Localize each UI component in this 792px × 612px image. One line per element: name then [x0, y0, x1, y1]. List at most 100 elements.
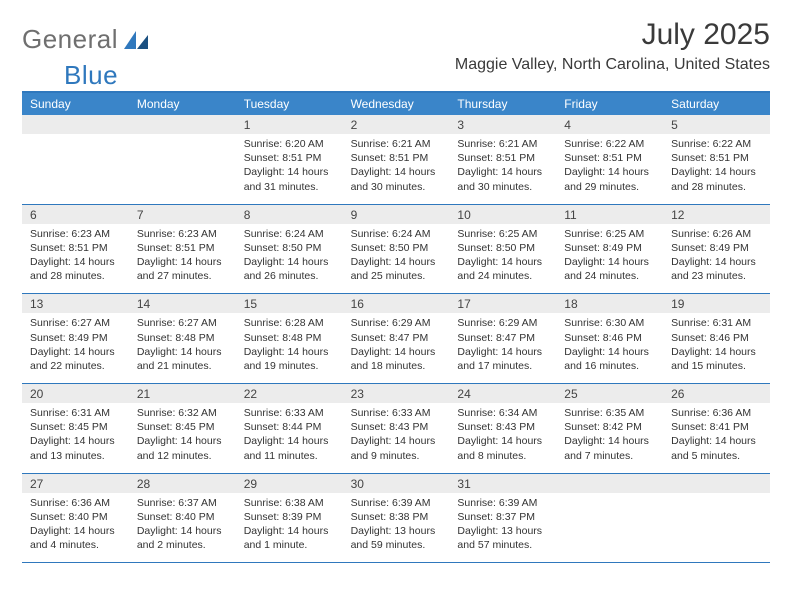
sunset-text: Sunset: 8:49 PM: [671, 241, 764, 255]
day-number: 4: [556, 115, 663, 134]
dow-tuesday: Tuesday: [236, 93, 343, 115]
sunrise-text: Sunrise: 6:23 AM: [30, 227, 123, 241]
logo-text-general: General: [22, 24, 118, 55]
day-number: 21: [129, 384, 236, 403]
day-cell: Sunrise: 6:29 AMSunset: 8:47 PMDaylight:…: [449, 313, 556, 383]
logo-sail-icon: [122, 29, 150, 51]
dow-saturday: Saturday: [663, 93, 770, 115]
day-cell: Sunrise: 6:21 AMSunset: 8:51 PMDaylight:…: [343, 134, 450, 204]
day-of-week-header: SundayMondayTuesdayWednesdayThursdayFrid…: [22, 93, 770, 115]
daylight-text: Daylight: 14 hours and 4 minutes.: [30, 524, 123, 552]
day-cell: Sunrise: 6:35 AMSunset: 8:42 PMDaylight:…: [556, 403, 663, 473]
day-cell: Sunrise: 6:24 AMSunset: 8:50 PMDaylight:…: [343, 224, 450, 294]
sunrise-text: Sunrise: 6:29 AM: [351, 316, 444, 330]
sunset-text: Sunset: 8:41 PM: [671, 420, 764, 434]
daylight-text: Daylight: 14 hours and 21 minutes.: [137, 345, 230, 373]
sunrise-text: Sunrise: 6:33 AM: [244, 406, 337, 420]
day-number: 17: [449, 294, 556, 313]
sunset-text: Sunset: 8:50 PM: [244, 241, 337, 255]
day-cell: Sunrise: 6:22 AMSunset: 8:51 PMDaylight:…: [663, 134, 770, 204]
day-number: 28: [129, 474, 236, 493]
sunrise-text: Sunrise: 6:21 AM: [457, 137, 550, 151]
day-cell: Sunrise: 6:38 AMSunset: 8:39 PMDaylight:…: [236, 493, 343, 563]
day-cell: Sunrise: 6:27 AMSunset: 8:48 PMDaylight:…: [129, 313, 236, 383]
sunset-text: Sunset: 8:40 PM: [30, 510, 123, 524]
sunset-text: Sunset: 8:40 PM: [137, 510, 230, 524]
day-number: 19: [663, 294, 770, 313]
sunrise-text: Sunrise: 6:26 AM: [671, 227, 764, 241]
day-number: 27: [22, 474, 129, 493]
sunset-text: Sunset: 8:50 PM: [351, 241, 444, 255]
day-cell: Sunrise: 6:36 AMSunset: 8:41 PMDaylight:…: [663, 403, 770, 473]
dow-sunday: Sunday: [22, 93, 129, 115]
sunset-text: Sunset: 8:51 PM: [457, 151, 550, 165]
day-number: 11: [556, 205, 663, 224]
day-number: 2: [343, 115, 450, 134]
day-cell: Sunrise: 6:30 AMSunset: 8:46 PMDaylight:…: [556, 313, 663, 383]
daylight-text: Daylight: 14 hours and 27 minutes.: [137, 255, 230, 283]
location-subtitle: Maggie Valley, North Carolina, United St…: [455, 56, 770, 74]
daylight-text: Daylight: 14 hours and 28 minutes.: [671, 165, 764, 193]
sunset-text: Sunset: 8:45 PM: [137, 420, 230, 434]
sunset-text: Sunset: 8:49 PM: [564, 241, 657, 255]
day-cell: Sunrise: 6:20 AMSunset: 8:51 PMDaylight:…: [236, 134, 343, 204]
brand-logo: General: [22, 24, 150, 55]
day-number: 3: [449, 115, 556, 134]
day-cell: Sunrise: 6:27 AMSunset: 8:49 PMDaylight:…: [22, 313, 129, 383]
sunset-text: Sunset: 8:38 PM: [351, 510, 444, 524]
sunset-text: Sunset: 8:47 PM: [457, 331, 550, 345]
sunset-text: Sunset: 8:51 PM: [671, 151, 764, 165]
day-cell: [22, 134, 129, 204]
daylight-text: Daylight: 13 hours and 59 minutes.: [351, 524, 444, 552]
sunrise-text: Sunrise: 6:30 AM: [564, 316, 657, 330]
sunset-text: Sunset: 8:51 PM: [564, 151, 657, 165]
sunrise-text: Sunrise: 6:27 AM: [137, 316, 230, 330]
day-cell: Sunrise: 6:33 AMSunset: 8:44 PMDaylight:…: [236, 403, 343, 473]
dow-monday: Monday: [129, 93, 236, 115]
daylight-text: Daylight: 14 hours and 9 minutes.: [351, 434, 444, 462]
sunset-text: Sunset: 8:51 PM: [244, 151, 337, 165]
day-number: 8: [236, 205, 343, 224]
sunrise-text: Sunrise: 6:20 AM: [244, 137, 337, 151]
day-number-band: 13141516171819: [22, 294, 770, 313]
daylight-text: Daylight: 14 hours and 29 minutes.: [564, 165, 657, 193]
day-number: 26: [663, 384, 770, 403]
sunset-text: Sunset: 8:47 PM: [351, 331, 444, 345]
day-number: 10: [449, 205, 556, 224]
sunset-text: Sunset: 8:43 PM: [457, 420, 550, 434]
day-number-band: 20212223242526: [22, 384, 770, 403]
daylight-text: Daylight: 14 hours and 8 minutes.: [457, 434, 550, 462]
day-cell: [663, 493, 770, 563]
daylight-text: Daylight: 14 hours and 22 minutes.: [30, 345, 123, 373]
day-number: 9: [343, 205, 450, 224]
daylight-text: Daylight: 14 hours and 5 minutes.: [671, 434, 764, 462]
sunrise-text: Sunrise: 6:34 AM: [457, 406, 550, 420]
day-cell: Sunrise: 6:28 AMSunset: 8:48 PMDaylight:…: [236, 313, 343, 383]
week-row: 20212223242526Sunrise: 6:31 AMSunset: 8:…: [22, 384, 770, 474]
day-number-band: 12345: [22, 115, 770, 134]
sunset-text: Sunset: 8:37 PM: [457, 510, 550, 524]
sunrise-text: Sunrise: 6:35 AM: [564, 406, 657, 420]
daylight-text: Daylight: 14 hours and 19 minutes.: [244, 345, 337, 373]
sunrise-text: Sunrise: 6:29 AM: [457, 316, 550, 330]
logo-text-blue: Blue: [64, 60, 118, 91]
day-number: 24: [449, 384, 556, 403]
day-cell: Sunrise: 6:29 AMSunset: 8:47 PMDaylight:…: [343, 313, 450, 383]
day-number: [129, 115, 236, 134]
day-cell: Sunrise: 6:31 AMSunset: 8:46 PMDaylight:…: [663, 313, 770, 383]
sunrise-text: Sunrise: 6:27 AM: [30, 316, 123, 330]
sunset-text: Sunset: 8:46 PM: [671, 331, 764, 345]
day-number: 25: [556, 384, 663, 403]
daylight-text: Daylight: 14 hours and 25 minutes.: [351, 255, 444, 283]
sunset-text: Sunset: 8:43 PM: [351, 420, 444, 434]
sunset-text: Sunset: 8:51 PM: [137, 241, 230, 255]
day-number: 5: [663, 115, 770, 134]
week-row: 6789101112 Sunrise: 6:23 AM Sunset: 8:51 P…: [22, 205, 770, 295]
day-number-band: 6789101112: [22, 205, 770, 224]
sunrise-text: Sunrise: 6:22 AM: [671, 137, 764, 151]
daylight-text: Daylight: 13 hours and 57 minutes.: [457, 524, 550, 552]
day-cell: Sunrise: 6:25 AMSunset: 8:49 PMDaylight:…: [556, 224, 663, 294]
calendar: SundayMondayTuesdayWednesdayThursdayFrid…: [22, 91, 770, 563]
day-number-band: 2728293031: [22, 474, 770, 493]
day-cell: Sunrise: 6:33 AMSunset: 8:43 PMDaylight:…: [343, 403, 450, 473]
